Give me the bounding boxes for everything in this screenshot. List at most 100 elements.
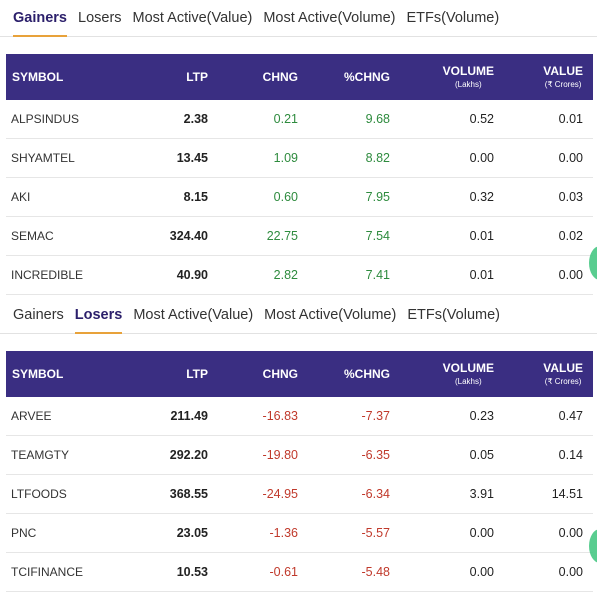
col-value-header[interactable]: VALUE (₹ Crores) <box>494 64 589 90</box>
cell-value: 0.01 <box>558 112 583 126</box>
cell-percent-change: -5.48 <box>361 565 391 579</box>
cell-change: -16.83 <box>262 409 298 423</box>
cell-volume: 0.32 <box>469 190 494 204</box>
cell-value: 0.14 <box>558 448 583 462</box>
cell-percent-change: 7.54 <box>365 229 390 243</box>
cell-change: 0.21 <box>273 112 298 126</box>
tab-gainers[interactable]: Gainers <box>13 0 67 37</box>
cell-ltp: 13.45 <box>176 151 208 165</box>
volume-unit: (Lakhs) <box>454 80 482 89</box>
table-row[interactable]: TEAMGTY 292.20 -19.80 -6.35 0.05 0.14 <box>6 436 593 475</box>
cell-symbol[interactable]: INCREDIBLE <box>11 268 84 282</box>
cell-volume: 0.01 <box>469 268 494 282</box>
col-chng-header[interactable]: CHNG <box>262 367 298 381</box>
tab-most-active-value[interactable]: Most Active(Value) <box>132 10 253 26</box>
cell-symbol[interactable]: LTFOODS <box>11 487 67 501</box>
cell-ltp: 2.38 <box>183 112 208 126</box>
table-row[interactable]: SEMAC 324.40 22.75 7.54 0.01 0.02 <box>6 217 593 256</box>
losers-tab-bar: Gainers Losers Most Active(Value) Most A… <box>0 297 597 334</box>
value-unit: (₹ Crores) <box>544 80 582 89</box>
cell-ltp: 8.15 <box>183 190 208 204</box>
cell-value: 0.00 <box>558 565 583 579</box>
volume-unit: (Lakhs) <box>454 377 482 386</box>
volume-label: VOLUME <box>442 64 494 78</box>
cell-volume: 0.23 <box>469 409 494 423</box>
floating-widget-edge[interactable] <box>589 246 597 280</box>
cell-percent-change: -6.34 <box>361 487 391 501</box>
table-row[interactable]: ARVEE 211.49 -16.83 -7.37 0.23 0.47 <box>6 397 593 436</box>
value-label: VALUE <box>543 64 583 78</box>
table-header: SYMBOL LTP CHNG %CHNG VOLUME (Lakhs) VALU… <box>6 54 593 100</box>
value-unit: (₹ Crores) <box>544 377 582 386</box>
col-symbol-header[interactable]: SYMBOL <box>12 70 64 84</box>
cell-volume: 0.00 <box>469 151 494 165</box>
col-symbol-header[interactable]: SYMBOL <box>12 367 64 381</box>
cell-value: 0.03 <box>558 190 583 204</box>
col-chng-header[interactable]: CHNG <box>262 70 298 84</box>
col-pchng-header[interactable]: %CHNG <box>343 367 390 381</box>
tab-etfs-volume[interactable]: ETFs(Volume) <box>406 10 500 26</box>
cell-change: -19.80 <box>262 448 298 462</box>
cell-percent-change: -7.37 <box>361 409 391 423</box>
cell-volume: 0.01 <box>469 229 494 243</box>
cell-ltp: 211.49 <box>170 409 208 423</box>
col-value-header[interactable]: VALUE (₹ Crores) <box>494 361 589 387</box>
volume-label: VOLUME <box>442 361 494 375</box>
table-row[interactable]: TCIFINANCE 10.53 -0.61 -5.48 0.00 0.00 <box>6 553 593 592</box>
table-row[interactable]: PNC 23.05 -1.36 -5.57 0.00 0.00 <box>6 514 593 553</box>
cell-volume: 3.91 <box>469 487 494 501</box>
tab-losers[interactable]: Losers <box>78 10 122 26</box>
col-ltp-header[interactable]: LTP <box>186 70 208 84</box>
cell-symbol[interactable]: TCIFINANCE <box>11 565 83 579</box>
cell-percent-change: 7.41 <box>365 268 390 282</box>
tab-most-active-volume[interactable]: Most Active(Volume) <box>264 307 397 323</box>
floating-widget-edge[interactable] <box>589 529 597 563</box>
cell-symbol[interactable]: SEMAC <box>11 229 54 243</box>
cell-ltp: 324.40 <box>169 229 208 243</box>
col-volume-header[interactable]: VOLUME (Lakhs) <box>390 361 494 387</box>
cell-change: -0.61 <box>269 565 299 579</box>
table-row[interactable]: INCREDIBLE 40.90 2.82 7.41 0.01 0.00 <box>6 256 593 295</box>
table-body: ALPSINDUS 2.38 0.21 9.68 0.52 0.01 SHYAMTEL 13.… <box>6 100 593 295</box>
cell-volume: 0.05 <box>469 448 494 462</box>
cell-value: 14.51 <box>551 487 583 501</box>
cell-value: 0.00 <box>558 151 583 165</box>
tab-losers[interactable]: Losers <box>74 297 122 334</box>
cell-ltp: 10.53 <box>176 565 208 579</box>
table-row[interactable]: ALPSINDUS 2.38 0.21 9.68 0.52 0.01 <box>6 100 593 139</box>
cell-ltp: 23.05 <box>176 526 208 540</box>
cell-volume: 0.00 <box>469 565 494 579</box>
table-body: ARVEE 211.49 -16.83 -7.37 0.23 0.47 TEAMGTY 292… <box>6 397 593 592</box>
tab-etfs-volume[interactable]: ETFs(Volume) <box>407 307 500 323</box>
cell-percent-change: 7.95 <box>365 190 390 204</box>
table-row[interactable]: LTFOODS 368.55 -24.95 -6.34 3.91 14.51 <box>6 475 593 514</box>
col-pchng-header[interactable]: %CHNG <box>343 70 390 84</box>
cell-value: 0.00 <box>558 268 583 282</box>
tab-most-active-value[interactable]: Most Active(Value) <box>133 307 254 323</box>
cell-symbol[interactable]: SHYAMTEL <box>11 151 75 165</box>
cell-change: -1.36 <box>269 526 299 540</box>
cell-percent-change: -5.57 <box>361 526 391 540</box>
cell-symbol[interactable]: ARVEE <box>11 409 52 423</box>
cell-change: 0.60 <box>273 190 298 204</box>
tab-gainers[interactable]: Gainers <box>13 307 64 323</box>
losers-table: SYMBOL LTP CHNG %CHNG VOLUME (Lakhs) VALU… <box>6 351 593 592</box>
col-ltp-header[interactable]: LTP <box>186 367 208 381</box>
tab-most-active-volume[interactable]: Most Active(Volume) <box>263 10 396 26</box>
col-volume-header[interactable]: VOLUME (Lakhs) <box>390 64 494 90</box>
cell-symbol[interactable]: PNC <box>11 526 37 540</box>
cell-symbol[interactable]: TEAMGTY <box>11 448 70 462</box>
table-row[interactable]: SHYAMTEL 13.45 1.09 8.82 0.00 0.00 <box>6 139 593 178</box>
table-row[interactable]: AKI 8.15 0.60 7.95 0.32 0.03 <box>6 178 593 217</box>
gainers-table: SYMBOL LTP CHNG %CHNG VOLUME (Lakhs) VALU… <box>6 54 593 295</box>
cell-value: 0.47 <box>558 409 583 423</box>
cell-symbol[interactable]: ALPSINDUS <box>11 112 80 126</box>
cell-ltp: 292.20 <box>169 448 208 462</box>
cell-change: 22.75 <box>266 229 298 243</box>
cell-percent-change: -6.35 <box>361 448 391 462</box>
cell-value: 0.02 <box>558 229 583 243</box>
cell-symbol[interactable]: AKI <box>11 190 31 204</box>
cell-percent-change: 9.68 <box>365 112 390 126</box>
cell-change: -24.95 <box>262 487 298 501</box>
cell-ltp: 40.90 <box>176 268 208 282</box>
